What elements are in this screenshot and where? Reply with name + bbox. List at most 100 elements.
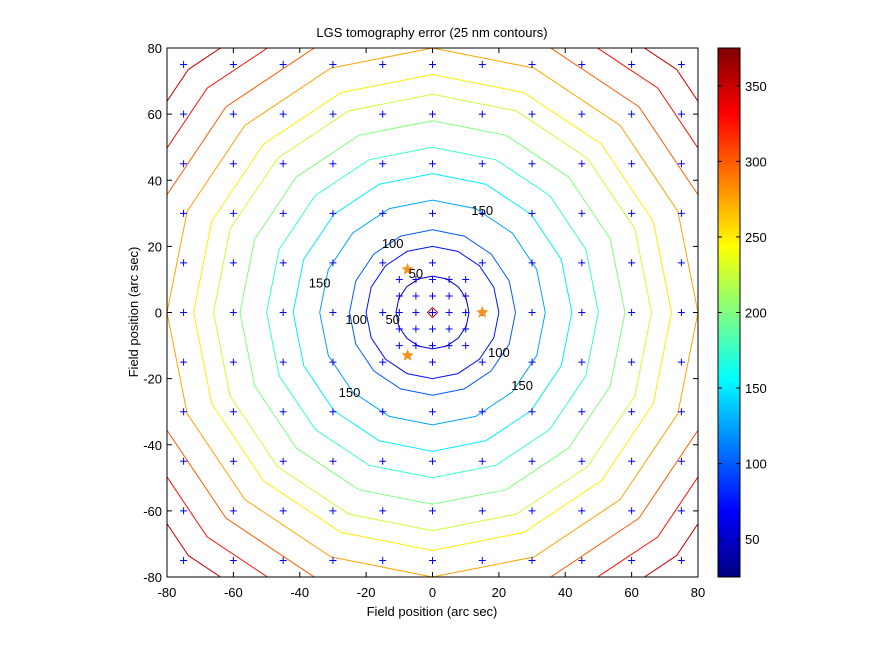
x-tick-label: -80 <box>158 585 177 600</box>
evaluation-point <box>462 342 470 350</box>
guide-star <box>401 262 414 275</box>
evaluation-point <box>279 309 287 316</box>
evaluation-point <box>445 275 453 283</box>
y-tick-label: -80 <box>143 570 162 585</box>
evaluation-point <box>379 507 387 515</box>
evaluation-point <box>412 325 420 333</box>
evaluation-point <box>578 110 586 118</box>
y-axis-label: Field position (arc sec) <box>126 247 141 378</box>
contour-labels: 50 50 100 100 100 150 150 150 150 <box>309 203 533 400</box>
evaluation-point <box>329 160 337 168</box>
evaluation-point <box>395 275 403 283</box>
evaluation-point <box>279 61 287 69</box>
x-tick-label: 0 <box>429 585 436 600</box>
evaluation-point <box>229 110 237 118</box>
contour-label: 150 <box>471 203 493 218</box>
evaluation-point <box>528 556 536 564</box>
x-axis-ticks: -80 -60 -40 -20 0 20 40 60 80 <box>158 48 705 600</box>
evaluation-point <box>329 209 337 217</box>
evaluation-point <box>429 457 436 465</box>
evaluation-point <box>379 309 387 316</box>
evaluation-point <box>429 507 436 515</box>
evaluation-point <box>379 358 387 366</box>
evaluation-point <box>180 507 188 515</box>
evaluation-point <box>229 259 237 267</box>
evaluation-point <box>445 342 453 350</box>
guide-star <box>475 305 489 318</box>
evaluation-point <box>229 209 237 217</box>
evaluation-point <box>528 160 536 168</box>
evaluation-point <box>329 507 337 515</box>
evaluation-point <box>412 275 420 283</box>
evaluation-point <box>229 160 237 168</box>
evaluation-point <box>677 309 685 316</box>
evaluation-point <box>677 110 685 118</box>
colorbar: 50 100 150 200 250 300 350 <box>717 47 767 578</box>
evaluation-point <box>429 556 436 564</box>
evaluation-point <box>279 408 287 416</box>
colorbar-tick-label: 150 <box>745 381 767 396</box>
evaluation-point <box>180 408 188 416</box>
y-tick-label: -60 <box>143 504 162 519</box>
evaluation-point <box>677 61 685 69</box>
evaluation-point <box>578 457 586 465</box>
evaluation-point <box>578 209 586 217</box>
contour-label: 100 <box>382 236 404 251</box>
evaluation-point <box>478 556 486 564</box>
evaluation-point <box>395 342 403 350</box>
contour-line <box>266 146 599 479</box>
evaluation-point <box>229 556 237 564</box>
evaluation-point <box>628 110 636 118</box>
x-tick-label: 80 <box>691 585 705 600</box>
evaluation-point <box>628 309 636 316</box>
contour-line <box>167 48 698 577</box>
contour-label: 50 <box>385 312 399 327</box>
evaluation-point <box>478 507 486 515</box>
evaluation-point <box>379 160 387 168</box>
evaluation-point <box>429 160 436 168</box>
evaluation-point <box>578 408 586 416</box>
evaluation-point <box>180 309 188 316</box>
y-tick-label: -40 <box>143 438 162 453</box>
contour-label: 150 <box>511 378 533 393</box>
evaluation-point <box>329 408 337 416</box>
x-tick-label: 40 <box>558 585 572 600</box>
x-tick-label: 20 <box>492 585 506 600</box>
contour-line <box>239 120 626 505</box>
y-tick-label: 20 <box>148 239 162 254</box>
evaluation-point <box>229 309 237 316</box>
evaluation-point <box>462 325 470 333</box>
x-tick-label: -60 <box>224 585 243 600</box>
evaluation-point <box>628 160 636 168</box>
evaluation-point <box>628 358 636 366</box>
guide-stars <box>401 262 489 361</box>
evaluation-point <box>379 259 387 267</box>
colorbar-ticks: 50 100 150 200 250 300 350 <box>718 79 767 547</box>
evaluation-point <box>229 358 237 366</box>
evaluation-point <box>578 160 586 168</box>
y-tick-label: -20 <box>143 372 162 387</box>
evaluation-points <box>180 61 685 564</box>
science-target-marker <box>426 306 439 319</box>
evaluation-point <box>279 457 287 465</box>
evaluation-point <box>180 259 188 267</box>
evaluation-point <box>677 556 685 564</box>
evaluation-point <box>528 457 536 465</box>
x-axis-label: Field position (arc sec) <box>367 604 498 619</box>
guide-star <box>401 348 414 361</box>
x-tick-label: 60 <box>624 585 638 600</box>
evaluation-point <box>528 507 536 515</box>
evaluation-point <box>578 556 586 564</box>
evaluation-point <box>379 209 387 217</box>
plot-area: 50 50 100 100 100 150 150 150 150 -80 -60 -40 -20 0 2… <box>143 41 705 600</box>
evaluation-point <box>478 358 486 366</box>
evaluation-point <box>379 110 387 118</box>
evaluation-point <box>462 309 470 316</box>
evaluation-point <box>445 309 453 316</box>
evaluation-point <box>578 309 586 316</box>
y-tick-label: 0 <box>155 306 162 321</box>
contour-line <box>319 199 546 426</box>
contour-line <box>365 245 500 380</box>
colorbar-tick-label: 350 <box>745 79 767 94</box>
